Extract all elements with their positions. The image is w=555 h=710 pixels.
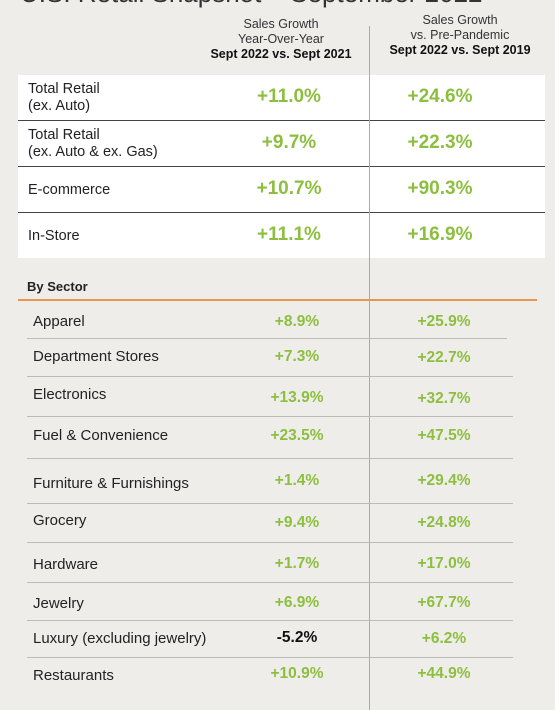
summary-label: In-Store: [28, 228, 80, 244]
sector-divider-line: [27, 582, 513, 583]
sector-divider-line: [27, 542, 513, 543]
sector-divider-line: [27, 620, 513, 621]
summary-yoy-value: +9.7%: [261, 132, 317, 153]
sector-yoy-value: +9.4%: [274, 514, 320, 531]
sector-pre-value: +29.4%: [417, 472, 471, 489]
sector-label: Electronics: [33, 386, 107, 403]
sector-divider-line: [27, 503, 513, 504]
sector-yoy-value: +1.7%: [274, 555, 320, 572]
sector-pre-value: +67.7%: [417, 594, 471, 611]
sector-divider-line: [27, 376, 513, 377]
sector-pre-value: +22.7%: [417, 349, 471, 366]
summary-yoy-value: +10.7%: [256, 178, 322, 199]
sector-pre-value: +17.0%: [417, 555, 471, 572]
sector-pre-value: +6.2%: [421, 630, 467, 647]
summary-pre-value: +90.3%: [407, 178, 473, 199]
sector-divider-line: [27, 657, 513, 658]
row-divider: [18, 166, 545, 167]
sector-label: Fuel & Convenience: [33, 427, 169, 444]
summary-label: E-commerce: [28, 182, 111, 198]
sector-heading: By Sector: [27, 279, 88, 294]
sector-divider: [18, 299, 537, 301]
sector-yoy-value: +10.9%: [270, 665, 324, 682]
sector-pre-value: +24.8%: [417, 514, 471, 531]
sector-label: Department Stores: [33, 348, 159, 365]
prepandemic-column-header: Sales Growth vs. Pre-Pandemic Sept 2022 …: [372, 13, 548, 58]
row-divider: [18, 212, 545, 213]
summary-pre-value: +22.3%: [407, 132, 473, 153]
yoy-column-header: Sales Growth Year-Over-Year Sept 2022 vs…: [196, 17, 366, 62]
yoy-header-line3: Sept 2022 vs. Sept 2021: [210, 47, 352, 61]
summary-label: Total Retail (ex. Auto): [28, 81, 100, 114]
sector-divider-line: [27, 458, 513, 459]
summary-yoy-value: +11.1%: [257, 224, 321, 245]
sector-divider-line: [27, 416, 513, 417]
sector-divider-line: [27, 338, 507, 339]
sector-label: Luxury (excluding jewelry): [33, 630, 207, 647]
sector-yoy-value: +6.9%: [274, 594, 320, 611]
page-title: U.S. Retail Snapshot – September 2022: [20, 0, 483, 9]
sector-label: Hardware: [33, 556, 99, 573]
yoy-header-line1: Sales Growth: [243, 17, 319, 31]
summary-pre-value: +24.6%: [407, 86, 473, 107]
sector-yoy-value: +23.5%: [270, 427, 324, 444]
sector-label: Grocery: [33, 512, 87, 529]
summary-row: E-commerce +10.7% +90.3%: [18, 167, 545, 212]
sector-yoy-value: +1.4%: [274, 472, 320, 489]
sector-pre-value: +47.5%: [417, 427, 471, 444]
summary-row: Total Retail (ex. Auto & ex. Gas) +9.7% +…: [18, 121, 545, 166]
pre-header-line3: Sept 2022 vs. Sept 2019: [389, 43, 531, 57]
row-divider: [18, 120, 545, 121]
column-divider: [369, 26, 370, 710]
sector-label: Apparel: [33, 313, 85, 330]
sector-label: Jewelry: [33, 595, 84, 612]
sector-yoy-value: +7.3%: [274, 348, 320, 365]
summary-yoy-value: +11.0%: [257, 86, 321, 107]
summary-row: Total Retail (ex. Auto) +11.0% +24.6%: [18, 75, 545, 120]
sector-pre-value: +32.7%: [417, 390, 471, 407]
sector-pre-value: +44.9%: [417, 665, 471, 682]
sector-label: Restaurants: [33, 667, 114, 684]
summary-label: Total Retail (ex. Auto & ex. Gas): [28, 127, 158, 160]
yoy-header-line2: Year-Over-Year: [238, 32, 324, 46]
summary-row: In-Store +11.1% +16.9%: [18, 213, 545, 258]
sector-label: Furniture & Furnishings: [33, 475, 189, 492]
summary-pre-value: +16.9%: [407, 224, 473, 245]
sector-pre-value: +25.9%: [417, 313, 471, 330]
pre-header-line2: vs. Pre-Pandemic: [410, 28, 510, 42]
pre-header-line1: Sales Growth: [422, 13, 498, 27]
sector-yoy-value: +8.9%: [274, 313, 320, 330]
sector-yoy-value: -5.2%: [276, 629, 318, 646]
sector-yoy-value: +13.9%: [270, 389, 324, 406]
